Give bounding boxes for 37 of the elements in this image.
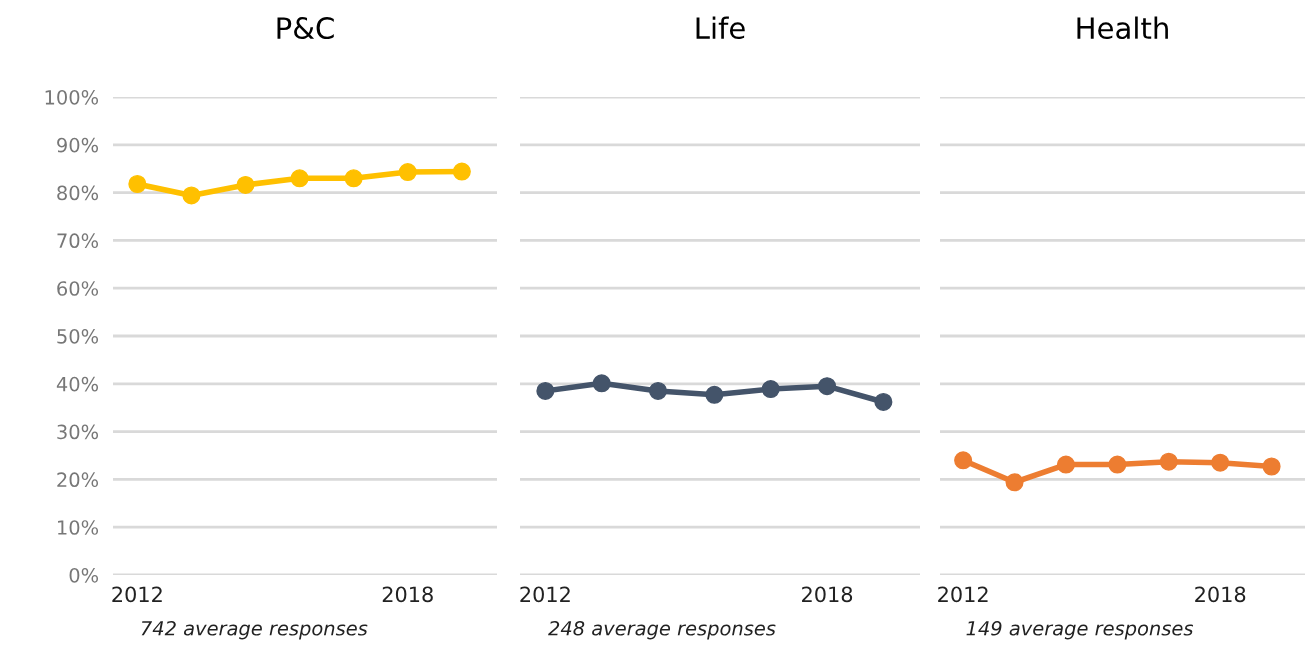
point xyxy=(648,381,668,400)
chart-title: Health xyxy=(1077,16,1168,40)
y-tick-label: 70% xyxy=(57,233,99,249)
y-tick-label: 60% xyxy=(57,281,99,296)
y-tick-label: 90% xyxy=(57,137,99,153)
x-tick-label: 2018 xyxy=(802,586,853,603)
y-tick-label: 0% xyxy=(69,567,99,583)
text: 742 average responses xyxy=(141,620,368,640)
text: 248 average responses xyxy=(548,620,776,640)
point xyxy=(592,374,611,393)
point xyxy=(1262,457,1281,476)
chart-title: P&C xyxy=(277,17,334,40)
point xyxy=(761,380,780,399)
x-tick-label: 2012 xyxy=(520,586,570,603)
text: 149 average responses xyxy=(966,620,1194,640)
y-tick-label: 80% xyxy=(57,185,99,201)
y-tick-label: 10% xyxy=(58,520,99,535)
point xyxy=(1159,452,1178,471)
y-tick-label: 100% xyxy=(45,89,99,105)
y-tick-label: 50% xyxy=(57,328,99,344)
y-tick-label: 20% xyxy=(57,472,99,488)
point xyxy=(1108,455,1127,474)
point xyxy=(818,377,837,396)
point xyxy=(874,392,893,411)
point xyxy=(1056,455,1075,474)
point xyxy=(954,451,973,470)
x-tick-label: 2018 xyxy=(1195,586,1246,603)
x-tick-label: 2012 xyxy=(938,586,988,603)
point xyxy=(1211,453,1230,472)
y-tick-label: 30% xyxy=(57,424,99,440)
x-tick-label: 2018 xyxy=(382,586,433,603)
point xyxy=(705,385,724,404)
point xyxy=(536,381,555,400)
y-tick-label: 40% xyxy=(56,376,99,392)
chart-title: Life xyxy=(696,16,745,40)
point xyxy=(1005,473,1024,492)
x-tick-label: 2012 xyxy=(112,586,162,603)
